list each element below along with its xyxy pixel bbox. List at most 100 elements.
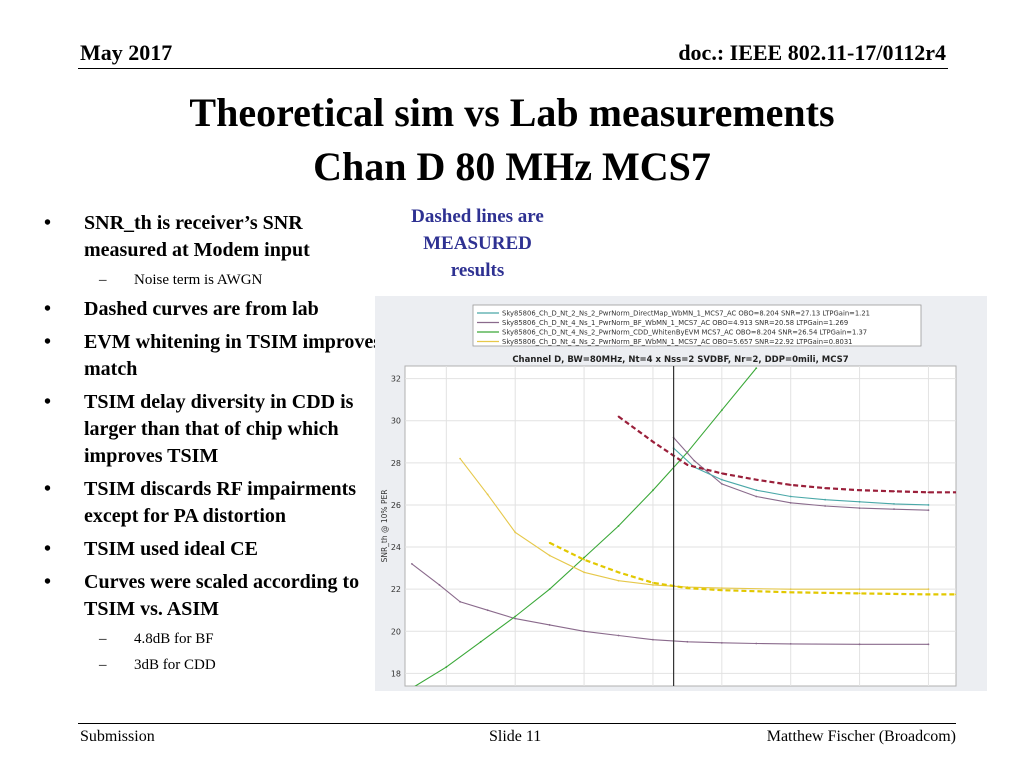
data-point <box>893 502 895 505</box>
legend-entry: Sky85806_Ch_D_Nt_2_Ns_2_PwrNorm_DirectMa… <box>502 310 870 318</box>
data-point <box>548 554 551 557</box>
data-point <box>486 493 489 496</box>
header-date: May 2017 <box>80 40 173 65</box>
footer-slide-number: Slide 11 <box>489 728 542 745</box>
header-doc-id: doc.: IEEE 802.11-17/0112r4 <box>678 40 946 65</box>
data-point <box>927 504 930 506</box>
data-point <box>693 459 696 462</box>
bullet-text: TSIM used ideal CE <box>84 538 258 560</box>
note-line2: MEASURED <box>423 233 532 254</box>
y-tick-label: 32 <box>391 375 401 384</box>
y-tick-label: 24 <box>391 543 401 552</box>
bullet-dot-icon: • <box>44 478 52 500</box>
bullet-item: • Curves were scaled according to TSIM vs… <box>44 569 384 623</box>
data-point <box>617 415 620 418</box>
data-point <box>548 588 551 591</box>
bullet-dot-icon: • <box>44 298 52 320</box>
data-point <box>548 541 551 544</box>
data-point <box>927 588 930 591</box>
chart-image: Sky85806_Ch_D_Nt_2_Ns_2_PwrNorm_DirectMa… <box>375 296 987 691</box>
plot-area <box>404 365 957 687</box>
data-point <box>686 587 689 590</box>
data-point <box>858 592 861 595</box>
data-point <box>755 489 758 492</box>
data-point <box>755 478 758 481</box>
sub-bullet-item: – Noise term is AWGN <box>44 270 384 290</box>
data-point <box>617 571 620 574</box>
data-point <box>617 579 620 582</box>
y-tick-label: 20 <box>391 627 401 636</box>
y-tick-label: 22 <box>391 585 401 594</box>
data-point <box>720 589 723 592</box>
series-line <box>549 541 956 596</box>
y-tick-label: 28 <box>391 459 401 468</box>
data-point <box>459 457 461 460</box>
data-point <box>652 440 654 443</box>
data-point <box>858 489 861 492</box>
data-point <box>617 634 620 637</box>
data-point <box>617 525 620 527</box>
bullet-item: • TSIM delay diversity in CDD is larger t… <box>44 389 384 470</box>
data-point <box>755 367 758 370</box>
bullet-text: Dashed curves are from lab <box>84 298 319 320</box>
legend-box <box>472 304 922 347</box>
data-point <box>824 487 827 490</box>
data-point <box>652 489 654 492</box>
slide-title-line2: Chan D 80 MHz MCS7 <box>313 144 711 189</box>
data-point <box>514 531 517 534</box>
data-point <box>652 581 654 584</box>
data-point <box>720 482 723 485</box>
bullet-dot-icon: • <box>44 391 52 413</box>
data-point <box>652 638 654 641</box>
note-line1: Dashed lines are <box>411 206 544 227</box>
data-point <box>858 507 861 510</box>
data-point <box>652 584 654 586</box>
series-line <box>459 458 929 590</box>
data-point <box>755 495 758 498</box>
y-tick-label: 30 <box>391 417 401 426</box>
footer-rule <box>78 723 956 724</box>
bullet-dot-icon: • <box>44 538 52 560</box>
data-point <box>686 464 689 466</box>
dashed-note: Dashed lines are MEASURED results <box>385 203 570 284</box>
data-point <box>583 556 585 559</box>
footer-author: Matthew Fischer (Broadcom) <box>766 728 956 745</box>
data-point <box>486 609 489 612</box>
y-tick-label: 26 <box>391 501 401 510</box>
data-point <box>755 642 758 645</box>
data-point <box>789 501 792 504</box>
data-point <box>858 500 861 503</box>
legend-entry: Sky85806_Ch_D_Nt_4_Ns_1_PwrNorm_BF_WbMN_… <box>502 319 848 327</box>
data-point <box>548 624 551 626</box>
data-point <box>927 509 930 512</box>
bullet-item: • TSIM used ideal CE <box>44 536 384 563</box>
data-point <box>893 490 895 493</box>
bullet-item: • EVM whitening in TSIM improves match <box>44 329 384 383</box>
chart-title: Channel D, BW=80MHz, Nt=4 x Nss=2 SVDBF,… <box>512 355 848 365</box>
data-point <box>789 642 792 645</box>
data-point <box>686 640 689 643</box>
header-rule <box>78 68 948 69</box>
sub-bullet-item: – 4.8dB for BF <box>44 629 384 649</box>
data-point <box>514 615 517 618</box>
sub-bullet-dash-icon: – <box>99 657 107 673</box>
data-point <box>789 588 792 591</box>
slide-title-line1: Theoretical sim vs Lab measurements <box>189 90 835 135</box>
bullet-item: • Dashed curves are from lab <box>44 296 384 323</box>
bullet-dot-icon: • <box>44 331 52 353</box>
data-point <box>720 641 723 644</box>
data-point <box>824 498 827 501</box>
data-point <box>858 588 861 591</box>
bullet-list: • SNR_th is receiver’s SNR measured at Mo… <box>44 210 384 681</box>
sub-bullet-item: – 3dB for CDD <box>44 655 384 675</box>
data-point <box>514 617 517 620</box>
slide-title: Theoretical sim vs Lab measurements Chan… <box>0 86 1024 194</box>
legend-entry: Sky85806_Ch_D_Nt_4_Ns_2_PwrNorm_CDD_Whit… <box>502 329 867 337</box>
bullet-text: TSIM discards RF impairments except for … <box>84 478 357 527</box>
data-point <box>927 593 930 596</box>
sub-bullet-dash-icon: – <box>99 272 107 288</box>
data-point <box>411 687 413 689</box>
data-point <box>789 591 792 594</box>
bullet-dot-icon: • <box>44 212 52 234</box>
data-point <box>438 584 441 586</box>
